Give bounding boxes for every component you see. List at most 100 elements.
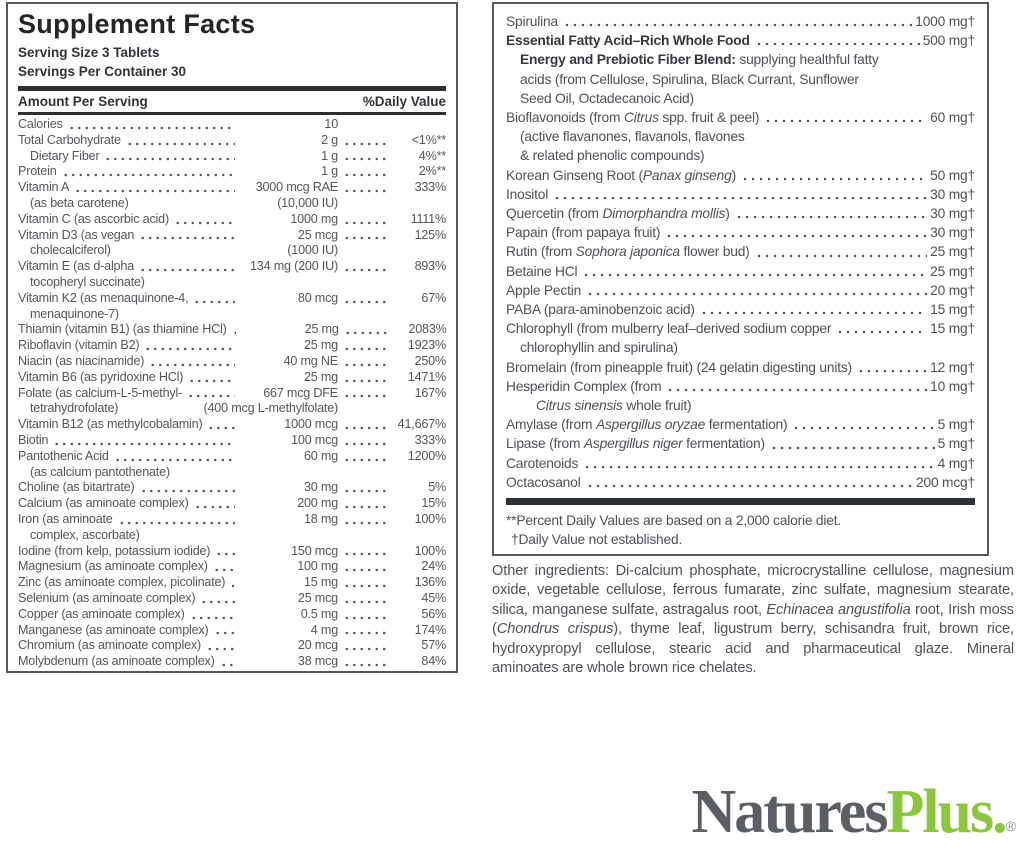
nutrient-daily-value: 5% <box>428 480 446 495</box>
nutrient-row: Folate (as calcium-L-5-methyl- 667 mcg DF… <box>18 386 446 402</box>
nutrient-amount: 667 mcg DFE <box>263 385 338 400</box>
ingredient-amount: 10 mg† <box>930 378 975 394</box>
text-segment: Aspergillus oryzae <box>595 417 706 433</box>
ingredient-label: (active flavanones, flavanols, flavones <box>506 127 745 146</box>
dot-leader <box>341 610 389 623</box>
nutrient-row: Molybdenum (as aminoate complex) 38 mcg 84… <box>18 654 446 670</box>
nutrient-label: Calcium (as aminoate complex) <box>18 496 189 511</box>
nutrient-daily-value: 67% <box>421 290 446 305</box>
nutrient-row: Selenium (as aminoate complex) 25 mcg 45% <box>18 591 446 607</box>
nutrient-amount: 134 mg (200 IU) <box>250 259 338 274</box>
nutrient-label: Dietary Fiber <box>30 148 100 163</box>
text-segment: Citrus <box>623 110 659 126</box>
text-segment: spp. fruit & peel) <box>658 110 760 126</box>
dot-leader <box>752 248 928 262</box>
nutrient-row: Biotin 100 mcg 333% <box>18 433 446 449</box>
dot-leader <box>583 479 913 493</box>
text-segment: whole fruit) <box>622 398 692 414</box>
nutrient-row: Dietary Fiber 1 g 4%** <box>18 149 446 165</box>
nutrient-amount: (1000 IU) <box>287 243 338 258</box>
dot-leader <box>762 114 928 128</box>
daily-value-header: %Daily Value <box>362 94 446 109</box>
nutrient-label: Biotin <box>18 432 49 447</box>
footnote-dagger: †Daily Value not established. <box>511 532 683 548</box>
dot-leader <box>341 578 389 591</box>
logo-natures-text: Natures <box>691 778 889 846</box>
ingredient-row: Inositol 30 mg† <box>506 185 975 205</box>
nutrient-amount: 15 mg <box>303 575 338 590</box>
amount-per-serving-header: Amount Per Serving <box>18 94 148 109</box>
nutrient-label: Niacin (as niacinamide) <box>18 353 145 368</box>
nutrient-label: Manganese (as aminoate complex) <box>18 622 209 637</box>
dot-leader <box>664 383 928 397</box>
dot-leader <box>341 626 389 639</box>
nutrient-label: Riboflavin (vitamin B2) <box>18 338 140 353</box>
dot-leader <box>143 532 235 544</box>
ingredient-label: Carotenoids <box>506 454 578 473</box>
nutrient-amount: 30 mg <box>303 480 338 495</box>
nutrient-row: Thiamin (vitamin B1) (as thiamine HCl) 25… <box>18 322 447 339</box>
nutrient-daily-value: 167% <box>414 385 447 400</box>
nutrient-amount: 1000 mg <box>290 211 338 226</box>
text-segment: Inositol <box>506 186 549 202</box>
nutrient-row: Iron (as aminoate 18 mg 100% <box>18 512 446 528</box>
ingredient-row: Carotenoids 4 mg† <box>506 454 975 473</box>
ingredient-amount: 30 mg† <box>930 225 975 241</box>
ingredient-label: Spirulina <box>506 12 558 31</box>
nutrient-amount: 80 mcg <box>297 290 338 305</box>
dot-leader <box>341 294 389 307</box>
nutrient-row: (as calcium pantothenate) <box>18 465 446 481</box>
ingredient-label: Korean Ginseng Root (Panax ginseng) <box>506 166 736 185</box>
nutrient-daily-value: 893% <box>414 259 447 274</box>
nutrient-amount: (10,000 IU) <box>277 195 338 210</box>
dot-leader <box>51 436 235 449</box>
ingredient-row: Rutin (from Sophora japonica flower bud)… <box>506 242 975 262</box>
ingredient-amount: 15 mg† <box>930 302 975 318</box>
nutrient-daily-value: 125% <box>414 227 447 242</box>
dot-leader <box>65 120 235 133</box>
ingredient-amount: 4 mg† <box>937 455 976 471</box>
footnote-daily-values: **Percent Daily Values are based on a 2,… <box>506 513 842 529</box>
dot-leader <box>560 18 913 32</box>
nutrient-daily-value: 174% <box>414 622 447 637</box>
nutrient-daily-value: 84% <box>421 654 446 669</box>
ingredient-amount: 50 mg† <box>930 167 975 183</box>
nutrient-daily-value: 56% <box>421 606 446 621</box>
nutrient-label: Vitamin D3 (as vegan <box>18 227 135 242</box>
text-segment: ) <box>725 206 730 222</box>
nutrient-label: cholecalciferol) <box>30 243 111 258</box>
dot-leader <box>341 563 389 576</box>
ingredient-amount: 25 mg† <box>930 263 975 279</box>
ingredient-label: Rutin (from Sophora japonica flower bud) <box>506 242 750 261</box>
nutrient-row: menaquinone-7) <box>18 307 446 323</box>
ingredient-amount: 15 mg† <box>930 321 975 337</box>
dot-leader <box>341 436 389 449</box>
dot-leader <box>767 440 935 454</box>
other-ingredients: Other ingredients: Di-calcium phosphate,… <box>492 562 1014 678</box>
supplement-facts-panel-continued: Spirulina 1000 mg† Essential Fatty Acid–Ri… <box>492 2 989 556</box>
dot-leader <box>580 267 928 281</box>
text-segment: Other ingredients: Di-calcium phosphate,… <box>492 563 1014 618</box>
nutrient-amount: 1 g <box>321 164 338 179</box>
nutrient-row: (as beta carotene) (10,000 IU) <box>18 196 446 212</box>
dot-leader <box>114 247 235 259</box>
dot-leader <box>341 499 389 512</box>
ingredient-row: Korean Ginseng Root (Panax ginseng) 50 mg… <box>506 166 975 185</box>
supplement-facts-panel: Supplement Facts Serving Size 3 Tablets … <box>6 2 458 673</box>
nutrient-amount: (400 mcg L-methylfolate) <box>203 401 339 416</box>
dot-leader <box>551 191 928 205</box>
nutrient-row: Calories 10 <box>18 117 446 133</box>
nutrient-row: Chromium (as aminoate complex) 20 mcg 57% <box>18 638 446 655</box>
ingredient-amount: 20 mg† <box>930 282 975 298</box>
dot-leader <box>341 183 389 196</box>
text-segment: Quercetin (from <box>506 206 603 222</box>
ingredient-amount: 30 mg† <box>930 206 975 222</box>
ingredient-row: Seed Oil, Octadecanoic Acid) <box>506 89 975 108</box>
text-segment: Energy and Prebiotic Fiber Blend: <box>520 52 736 68</box>
nutrient-daily-value: 57% <box>421 638 446 653</box>
text-segment: chlorophyllin and spirulina) <box>520 340 678 356</box>
dot-leader <box>341 326 390 339</box>
dot-leader <box>102 152 235 165</box>
ingredient-amount: 12 mg† <box>930 359 975 375</box>
nutrient-label: Protein <box>18 164 57 179</box>
